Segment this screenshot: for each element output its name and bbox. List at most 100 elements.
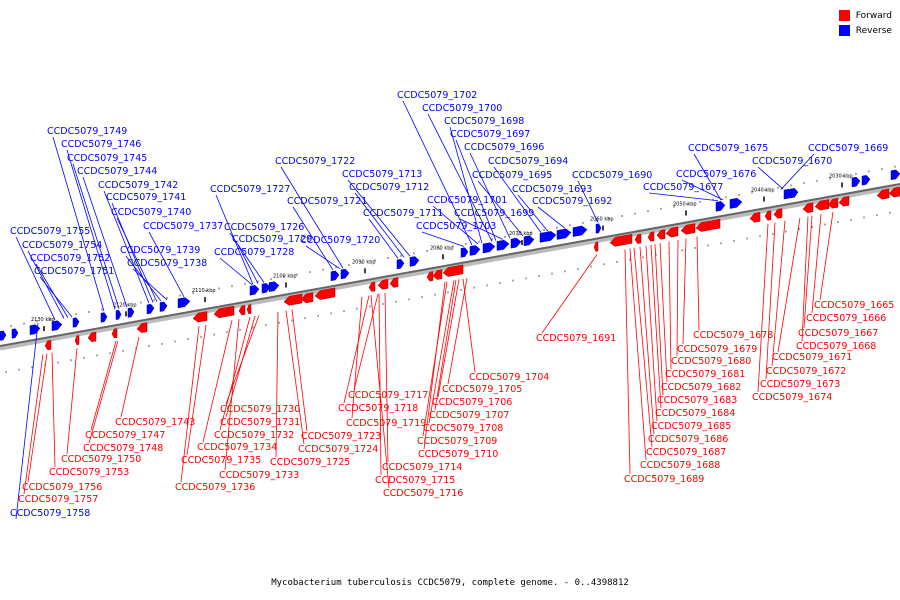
- reverse-gene-arrow: [469, 245, 481, 256]
- gene-label: CCDC5079_1742: [98, 180, 178, 191]
- reverse-gene-arrow: [146, 303, 155, 315]
- gene-label: CCDC5079_1709: [417, 436, 497, 447]
- gene-label: CCDC5079_1682: [661, 382, 741, 393]
- gene-label: CCDC5079_1743: [115, 417, 195, 428]
- gene-label: CCDC5079_1713: [342, 169, 422, 180]
- gene-label: CCDC5079_1685: [651, 421, 731, 432]
- gene-label: CCDC5079_1754: [22, 240, 102, 251]
- gene-label: CCDC5079_1674: [752, 392, 832, 403]
- reverse-gene-arrow: [11, 328, 19, 339]
- gene-label: CCDC5079_1672: [766, 366, 846, 377]
- gene-label: CCDC5079_1696: [464, 142, 544, 153]
- gene-label: CCDC5079_1675: [688, 143, 768, 154]
- callout-leader: [347, 179, 411, 257]
- forward-gene-arrow: [764, 210, 772, 221]
- callout-leader: [427, 113, 493, 242]
- callout-leader: [459, 218, 504, 240]
- gene-label: CCDC5079_1748: [83, 443, 163, 454]
- callout-leader: [693, 153, 722, 201]
- forward-gene-arrow: [814, 199, 830, 211]
- reverse-gene-arrow: [409, 256, 420, 267]
- callout-leader: [219, 257, 253, 285]
- forward-gene-arrow: [87, 331, 97, 343]
- gene-label: CCDC5079_1676: [676, 169, 756, 180]
- ticks-layer: 2030 kbp 2040 kbp 2050 kbp 2060 kbp 2070 kbp…: [5, 165, 896, 373]
- legend-forward-label: Forward: [855, 10, 892, 21]
- callout-leader: [537, 206, 566, 229]
- forward-gene-arrow: [283, 293, 303, 306]
- callout-leader: [292, 206, 334, 271]
- gene-label: CCDC5079_1727: [210, 184, 290, 195]
- gene-label: CCDC5079_1684: [655, 408, 735, 419]
- gene-label: CCDC5079_1700: [422, 103, 502, 114]
- reverse-swatch: [838, 25, 850, 36]
- reverse-gene-arrow: [249, 285, 260, 296]
- gene-label: CCDC5079_1690: [572, 170, 652, 181]
- gene-label: CCDC5079_1715: [375, 475, 455, 486]
- gene-label: CCDC5079_1668: [796, 341, 876, 352]
- callout-leader: [777, 217, 801, 353]
- callout-leader: [541, 254, 598, 334]
- reverse-gene-arrow: [890, 169, 900, 181]
- gene-label: CCDC5079_1734: [197, 442, 277, 453]
- gene-label: CCDC5079_1710: [418, 449, 498, 460]
- forward-gene-arrow: [827, 197, 839, 209]
- gene-label: CCDC5079_1691: [536, 333, 616, 344]
- gene-label: CCDC5079_1703: [416, 221, 496, 232]
- callout-leader: [291, 309, 308, 432]
- forward-gene-arrow: [802, 202, 814, 214]
- callout-leader: [370, 295, 390, 489]
- forward-gene-arrow: [593, 241, 599, 252]
- gene-label: CCDC5079_1671: [772, 352, 852, 363]
- callout-leader: [771, 220, 786, 367]
- callout-leader: [648, 192, 719, 202]
- gene-label: CCDC5079_1744: [77, 166, 157, 177]
- callout-leader: [477, 180, 524, 237]
- callout-leader: [343, 295, 370, 404]
- forward-gene-arrow: [246, 304, 252, 315]
- forward-gene-arrow: [838, 195, 850, 207]
- callout-leader: [803, 215, 813, 329]
- reverse-gene-arrow: [268, 281, 280, 292]
- gene-label: CCDC5079_1721: [287, 196, 367, 207]
- callout-leader: [202, 320, 233, 443]
- reverse-gene-arrow: [789, 188, 799, 199]
- gene-label: CCDC5079_1749: [47, 126, 127, 137]
- forward-gene-arrow: [111, 328, 118, 339]
- callout-leader: [681, 179, 724, 201]
- callout-leader: [659, 243, 668, 383]
- callout-leader: [15, 236, 56, 321]
- callout-leader: [447, 277, 468, 385]
- callout-leader: [52, 136, 105, 312]
- reverse-gene-arrow: [460, 247, 469, 258]
- callout-leader: [351, 296, 363, 419]
- forward-gene-arrow: [749, 212, 761, 223]
- gene-label: CCDC5079_1729: [232, 234, 312, 245]
- tick-label: 2070 kbp: [509, 231, 533, 237]
- legend-forward: Forward: [838, 8, 892, 23]
- gene-label: CCDC5079_1681: [665, 369, 745, 380]
- forward-gene-arrow: [238, 305, 246, 316]
- tick-label: 2050 kbp: [673, 202, 697, 208]
- gene-label: CCDC5079_1723: [301, 431, 381, 442]
- gene-label: CCDC5079_1750: [61, 454, 141, 465]
- gene-label: CCDC5079_1719: [346, 418, 426, 429]
- gene-label: CCDC5079_1705: [442, 384, 522, 395]
- callout-leader: [402, 100, 473, 246]
- callout-leader: [148, 231, 185, 298]
- forward-gene-arrow: [192, 311, 208, 323]
- gene-label: CCDC5079_1687: [646, 447, 726, 458]
- forward-gene-arrow: [426, 271, 434, 282]
- tick-label: 2100 kbp: [273, 274, 297, 280]
- gene-label: CCDC5079_1673: [760, 379, 840, 390]
- reverse-gene-arrow: [510, 237, 522, 249]
- gene-label: CCDC5079_1718: [338, 403, 418, 414]
- callout-leader: [801, 216, 809, 342]
- callout-leader: [224, 318, 240, 471]
- callout-leader: [696, 236, 700, 331]
- callout-leader: [180, 326, 200, 483]
- genes-layer: [0, 169, 900, 351]
- forward-gene-arrow: [389, 277, 399, 288]
- callout-leader: [378, 293, 382, 476]
